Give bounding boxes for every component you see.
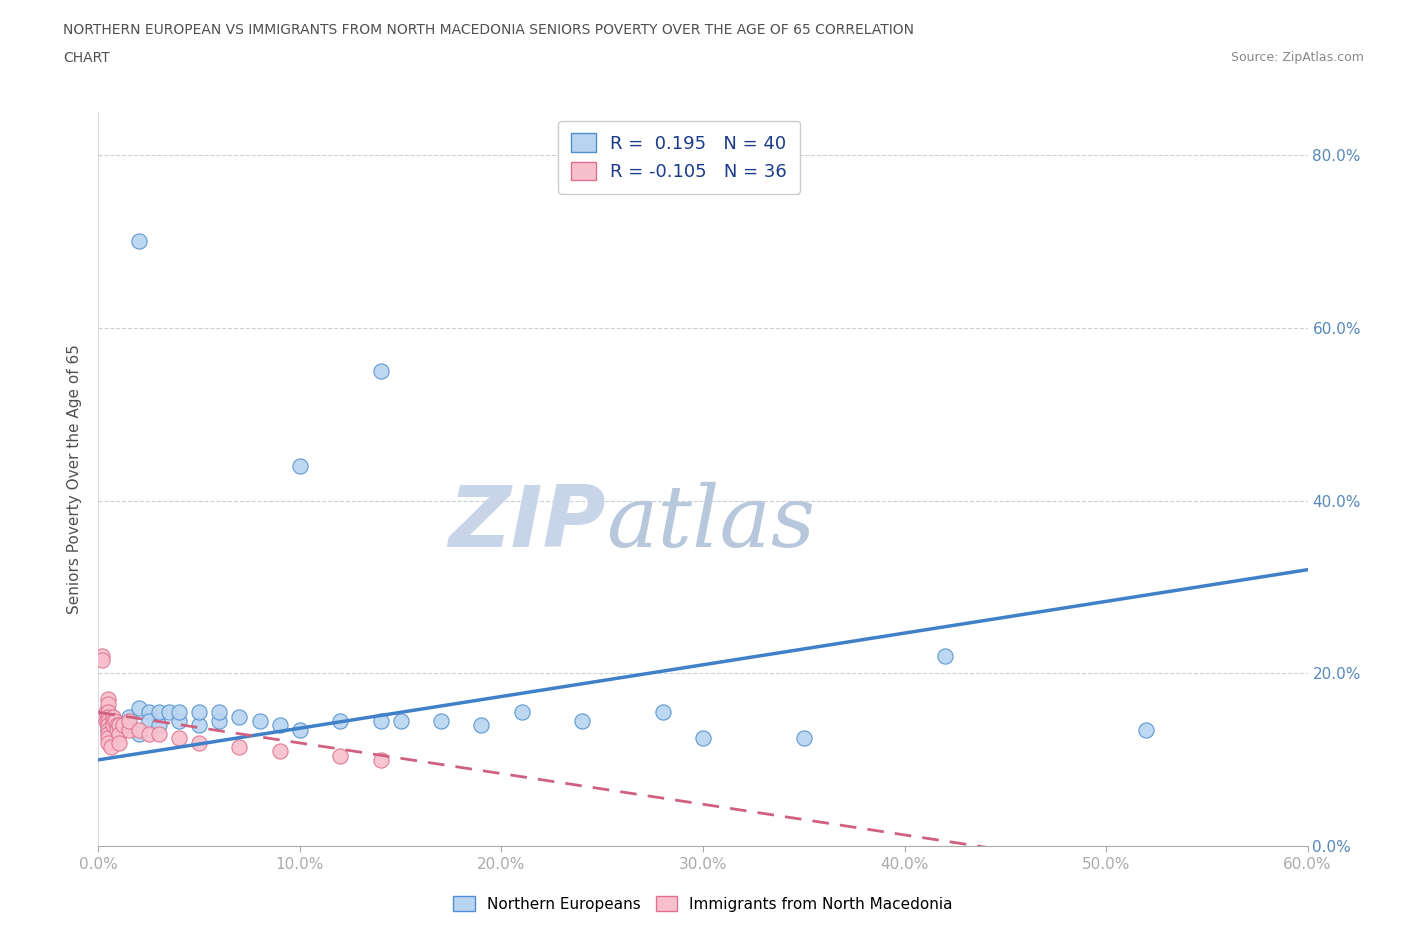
Point (97, 723, 120, 737)
Point (107, 723, 129, 737)
Point (370, 752, 392, 767)
Point (97, 723, 120, 737)
Point (793, 731, 815, 746)
Point (118, 718, 141, 733)
Point (97, 718, 120, 733)
Point (167, 705, 190, 720)
Point (470, 718, 492, 733)
Point (101, 713, 124, 728)
Point (101, 726, 124, 741)
Point (105, 718, 128, 733)
Point (118, 710, 141, 724)
Point (97, 710, 120, 724)
Point (107, 735, 129, 750)
Point (91, 649, 114, 664)
Point (571, 713, 593, 728)
Point (188, 718, 211, 733)
Point (269, 718, 291, 733)
Point (97, 692, 120, 707)
Point (934, 649, 956, 664)
Point (228, 739, 250, 754)
Point (148, 718, 170, 733)
Point (97, 705, 120, 720)
Point (157, 705, 180, 720)
Point (249, 713, 271, 728)
Point (329, 748, 352, 763)
Point (105, 723, 128, 737)
Point (103, 726, 125, 741)
Text: atlas: atlas (606, 482, 815, 565)
Point (128, 700, 150, 715)
Point (97, 731, 120, 746)
Point (188, 705, 211, 720)
Point (692, 731, 714, 746)
Point (128, 726, 150, 741)
Point (1135, 723, 1157, 737)
Point (288, 458, 311, 473)
Point (329, 713, 352, 728)
Point (128, 233, 150, 248)
Point (269, 744, 291, 759)
Point (103, 713, 125, 728)
Y-axis label: Seniors Poverty Over the Age of 65: Seniors Poverty Over the Age of 65 (67, 344, 83, 614)
Point (101, 718, 124, 733)
Point (97, 697, 120, 711)
Point (138, 726, 160, 741)
Text: NORTHERN EUROPEAN VS IMMIGRANTS FROM NORTH MACEDONIA SENIORS POVERTY OVER THE AG: NORTHERN EUROPEAN VS IMMIGRANTS FROM NOR… (63, 23, 914, 37)
Point (107, 718, 129, 733)
Point (188, 735, 211, 750)
Point (167, 713, 190, 728)
Legend: Northern Europeans, Immigrants from North Macedonia: Northern Europeans, Immigrants from Nort… (447, 890, 959, 918)
Point (97, 735, 120, 750)
Point (118, 723, 141, 737)
Point (111, 718, 134, 733)
Point (148, 726, 170, 741)
Point (651, 705, 673, 720)
Point (100, 739, 122, 754)
Point (118, 713, 141, 728)
Point (389, 713, 412, 728)
Point (107, 726, 129, 741)
Point (138, 705, 160, 720)
Point (97, 713, 120, 728)
Point (138, 713, 160, 728)
Point (97, 726, 120, 741)
Point (167, 731, 190, 746)
Text: Source: ZipAtlas.com: Source: ZipAtlas.com (1230, 51, 1364, 64)
Point (101, 710, 124, 724)
Point (91, 653, 114, 668)
Point (228, 710, 250, 724)
Point (128, 723, 150, 737)
Point (96, 713, 118, 728)
Point (288, 723, 311, 737)
Point (96, 705, 118, 720)
Point (430, 713, 453, 728)
Text: CHART: CHART (63, 51, 110, 65)
Point (148, 705, 170, 720)
Point (510, 705, 533, 720)
Legend: R =  0.195   N = 40, R = -0.105   N = 36: R = 0.195 N = 40, R = -0.105 N = 36 (558, 121, 800, 193)
Point (370, 364, 392, 379)
Text: ZIP: ZIP (449, 482, 606, 565)
Point (97, 718, 120, 733)
Point (107, 718, 129, 733)
Point (208, 713, 231, 728)
Point (208, 705, 231, 720)
Point (370, 713, 392, 728)
